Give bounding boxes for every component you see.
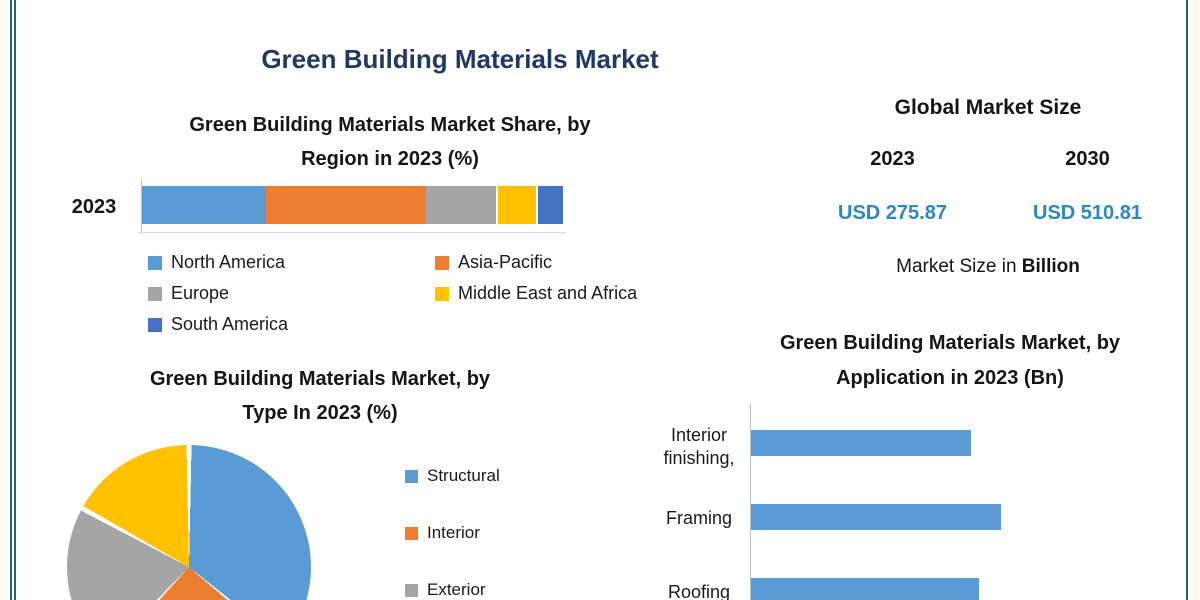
region-legend-label: North America [171, 252, 286, 272]
region-legend-column-1: North America Europe South America [148, 247, 288, 340]
application-category-roofing: Roofing [630, 581, 768, 600]
asia-pacific-legend-marker-icon [435, 255, 449, 270]
market-size-caption: Market Size in Billion [788, 256, 1188, 278]
region-stacked-bar [142, 186, 563, 224]
type-legend-label: Structural [427, 466, 500, 485]
market-size-years-row: 2023 2030 [795, 148, 1185, 171]
middle-east-and-africa-legend-marker-icon [435, 286, 449, 301]
region-legend-column-2: Asia-Pacific Middle East and Africa [435, 247, 637, 309]
application-bar-interior-finishing [751, 430, 971, 456]
type-chart-title-line2: Type In 2023 (%) [242, 402, 398, 424]
application-chart-title: Green Building Materials Market, by Appl… [730, 326, 1170, 396]
application-chart-title-line1: Green Building Materials Market, by [779, 332, 1121, 354]
region-legend-label: Middle East and Africa [458, 283, 638, 303]
region-legend-item-south-america: South America [148, 309, 288, 340]
region-chart-title-line1: Green Building Materials Market Share, b… [189, 114, 591, 136]
right-border-line [1186, 0, 1188, 600]
structural-legend-marker-icon [405, 469, 418, 483]
market-size-value-2030: USD 510.81 [1033, 202, 1142, 224]
left-border-line-inner [14, 0, 16, 600]
exterior-legend-marker-icon [405, 583, 418, 597]
type-legend-label: Interior [427, 523, 480, 542]
region-segment-south-america [535, 186, 563, 224]
region-chart-title: Green Building Materials Market Share, b… [70, 108, 710, 176]
region-chart-x-axis [138, 232, 566, 233]
region-legend-item-middle-east-and-africa: Middle East and Africa [435, 278, 637, 309]
region-legend-item-asia-pacific: Asia-Pacific [435, 247, 637, 278]
type-legend-item-interior: Interior [405, 523, 500, 543]
market-size-title: Global Market Size [894, 96, 1082, 119]
application-category-interior-finishing: Interior finishing, [630, 424, 768, 470]
region-legend-label: South America [171, 314, 289, 334]
region-legend-label: Europe [171, 283, 230, 303]
market-size-caption-unit: Billion [1021, 256, 1080, 277]
market-size-caption-prefix: Market Size in [896, 256, 1022, 277]
type-pie-legend: Structural Interior Exterior [405, 466, 500, 600]
application-category-line: finishing, [663, 448, 735, 468]
region-legend-item-europe: Europe [148, 278, 288, 309]
type-legend-item-structural: Structural [405, 466, 500, 486]
market-size-year-2030: 2030 [1065, 148, 1110, 170]
region-chart-y-axis [141, 179, 142, 233]
region-chart-category-label: 2023 [71, 196, 117, 218]
type-legend-label: Exterior [427, 580, 486, 599]
left-border-line-outer [10, 0, 12, 600]
application-chart-y-axis [750, 404, 751, 600]
region-chart-title-line2: Region in 2023 (%) [301, 148, 479, 170]
region-segment-middle-east-and-africa [496, 186, 536, 224]
type-chart-title-line1: Green Building Materials Market, by [149, 368, 491, 390]
application-bar-framing [751, 504, 1001, 530]
region-segment-asia-pacific [265, 186, 427, 224]
page-title: Green Building Materials Market [261, 44, 659, 74]
region-segment-north-america [142, 186, 266, 224]
europe-legend-marker-icon [148, 286, 162, 301]
region-legend-item-north-america: North America [148, 247, 288, 278]
application-chart-title-line2: Application in 2023 (Bn) [836, 367, 1064, 389]
region-legend-label: Asia-Pacific [458, 252, 553, 272]
application-category-line: Roofing [667, 582, 731, 600]
application-category-line: Interior [670, 425, 728, 445]
south-america-legend-marker-icon [148, 317, 162, 332]
type-legend-item-exterior: Exterior [405, 580, 500, 600]
region-segment-europe [426, 186, 497, 224]
market-size-year-2023: 2023 [870, 148, 915, 170]
application-bar-roofing [751, 578, 979, 600]
market-size-values-row: USD 275.87 USD 510.81 [795, 202, 1185, 225]
type-chart-title: Green Building Materials Market, by Type… [60, 362, 580, 430]
application-category-line: Framing [665, 508, 732, 528]
north-america-legend-marker-icon [148, 255, 162, 270]
market-size-value-2023: USD 275.87 [838, 202, 947, 224]
interior-legend-marker-icon [405, 526, 418, 540]
application-category-framing: Framing [630, 507, 768, 530]
